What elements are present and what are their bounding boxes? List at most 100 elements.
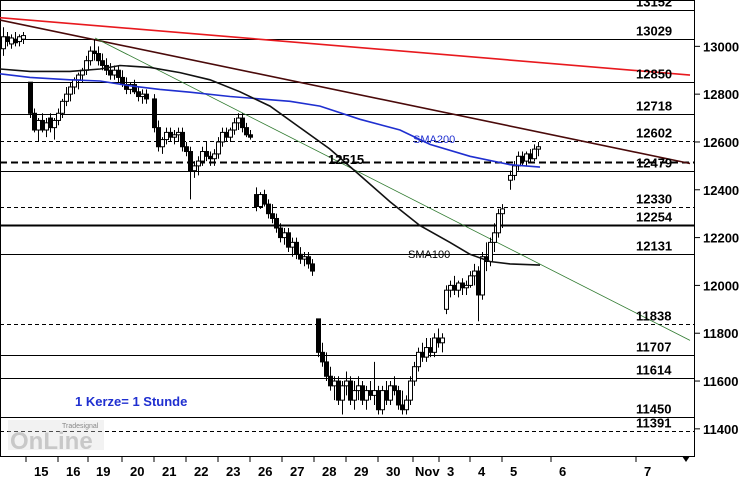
x-tick-label: 28: [322, 464, 336, 479]
candle-body: [266, 203, 271, 215]
candle-body: [216, 141, 221, 155]
x-tick-label: 20: [130, 464, 144, 479]
chart-note: 1 Kerze= 1 Stunde: [75, 394, 187, 409]
candle-body: [324, 361, 329, 377]
candle-body: [5, 36, 10, 43]
candle-body: [40, 119, 45, 131]
level-label: 11838: [636, 309, 671, 324]
candle-body: [248, 134, 253, 138]
candle-body: [536, 146, 541, 150]
level-label: 11614: [636, 363, 672, 378]
candle-body: [28, 81, 33, 114]
candle-body: [208, 155, 213, 160]
level-label: 11707: [636, 340, 671, 355]
candle-body: [492, 232, 497, 243]
level-lines: [0, 10, 695, 432]
candle-body: [228, 129, 233, 138]
candle-body: [21, 35, 26, 40]
y-axis: 11400 11600 11800 12000 12200 12400 12600 12800…: [695, 39, 739, 437]
tradesignal-online-logo: Tradesignal OnLine: [8, 420, 104, 455]
candle-body: [496, 213, 501, 234]
candle-body: [376, 390, 381, 411]
candle-body: [508, 174, 513, 181]
candle-body: [500, 208, 505, 215]
x-tick-label: 27: [290, 464, 304, 479]
sma100-line: [0, 64, 541, 266]
candle-body: [404, 399, 409, 411]
candle-body: [172, 134, 177, 138]
y-tick-label: 13000: [703, 39, 739, 54]
candle-body: [420, 351, 425, 358]
candle-body: [13, 38, 18, 44]
candle-body: [240, 117, 245, 129]
trendline: [0, 16, 691, 76]
candle-body: [116, 69, 121, 78]
candle-body: [528, 153, 533, 160]
svg-text:OnLine: OnLine: [10, 428, 93, 455]
y-tick-label: 11600: [703, 374, 738, 389]
x-tick-label: 29: [354, 464, 368, 479]
candle-body: [60, 100, 65, 114]
candle-body: [68, 86, 73, 95]
y-tick-label: 12200: [703, 231, 739, 246]
candle-body: [400, 404, 405, 411]
candle-body: [424, 347, 429, 358]
moving-averages: [0, 64, 541, 266]
candle-body: [524, 153, 529, 162]
candle-body: [360, 385, 365, 401]
candle-body: [176, 131, 181, 136]
candle-body: [236, 117, 241, 124]
trendline: [94, 37, 691, 341]
level-labels: 13152 13029 12850 12718 12602 12479 12330 12254…: [636, 0, 673, 431]
candle-body: [204, 151, 209, 157]
candle-body: [132, 84, 137, 93]
x-tick-label: 5: [510, 464, 517, 479]
candle-body: [1, 36, 6, 50]
x-tick-label: 16: [66, 464, 80, 479]
candle-body: [332, 380, 337, 387]
candle-body: [396, 390, 401, 406]
candle-body: [92, 50, 97, 55]
y-tick-label: 11800: [703, 326, 738, 341]
sma200-line: [0, 73, 541, 168]
candle-body: [388, 385, 393, 401]
candles: [1, 27, 541, 415]
candle-body: [52, 119, 57, 129]
x-tick-label: 22: [194, 464, 208, 479]
candle-body: [262, 194, 267, 205]
candle-body: [512, 165, 517, 176]
candle-body: [372, 390, 377, 396]
candle-body: [428, 347, 433, 353]
candle-body: [232, 122, 237, 131]
candle-body: [140, 93, 145, 98]
level-label: 12602: [636, 126, 672, 141]
candle-body: [168, 131, 173, 138]
candle-body: [364, 390, 369, 401]
y-tick-label: 12000: [703, 278, 739, 293]
candle-body: [180, 131, 185, 148]
scroll-down-icon: [682, 456, 690, 462]
candle-body: [100, 60, 105, 66]
level-label: 11391: [636, 416, 671, 431]
candle-body: [310, 263, 315, 272]
candle-body: [220, 131, 225, 143]
sma200-label: SMA200: [413, 134, 455, 146]
x-tick-label: 6: [559, 464, 566, 479]
candle-body: [72, 79, 77, 88]
trendlines: [0, 16, 691, 341]
candle-body: [384, 390, 389, 401]
candle-body: [108, 69, 113, 76]
x-axis: 15 16 19 20 21 22 23 26 27 28 29 30 Nov 3 4 5 6 7: [25, 456, 690, 479]
candle-body: [298, 253, 303, 260]
level-label: 13029: [636, 24, 672, 39]
candle-body: [392, 385, 397, 392]
candle-body: [306, 256, 311, 265]
candle-body: [188, 151, 193, 172]
candle-body: [460, 282, 465, 289]
candle-body: [476, 270, 481, 296]
candle-body: [274, 217, 279, 229]
candle-body: [316, 318, 321, 353]
level-label: 12330: [636, 192, 672, 207]
candle-body: [320, 351, 325, 363]
